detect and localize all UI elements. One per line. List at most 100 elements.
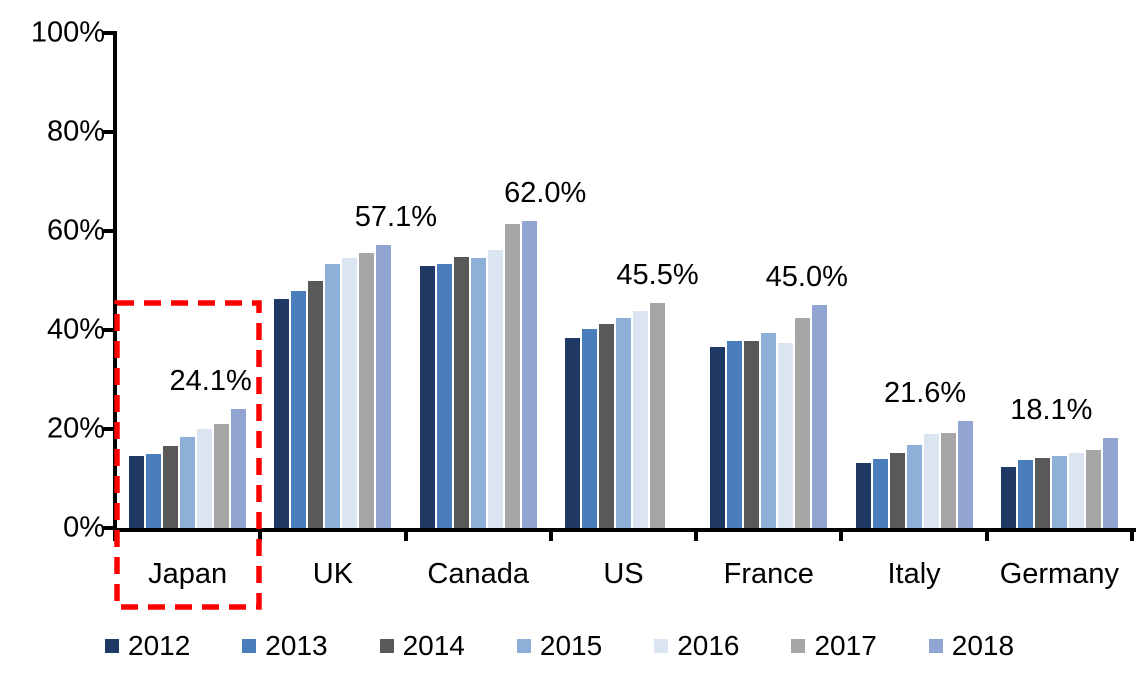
bar-2014-canada xyxy=(453,256,469,528)
y-axis-label: 60% xyxy=(46,214,105,247)
bar-2017-italy xyxy=(940,433,956,528)
bar-2017-germany xyxy=(1085,450,1101,528)
y-axis-label: 80% xyxy=(46,115,105,148)
legend-item-2012: 2012 xyxy=(105,630,190,662)
bar-2018-japan xyxy=(231,408,247,528)
legend-swatch-2012 xyxy=(105,639,119,653)
legend: 2012 2013 2014 2015 2016 2017 2018 xyxy=(105,630,1014,662)
category-label-japan: Japan xyxy=(148,558,228,590)
legend-label: 2012 xyxy=(128,630,191,661)
bar-2018-italy xyxy=(957,421,973,528)
bar-2013-canada xyxy=(436,263,452,528)
bar-2013-japan xyxy=(146,453,162,528)
bar-2017-canada xyxy=(504,223,520,528)
legend-label: 2017 xyxy=(814,630,877,661)
bar-2013-france xyxy=(727,340,743,528)
bar-2013-germany xyxy=(1017,459,1033,528)
category-label-uk: UK xyxy=(312,558,354,590)
bar-2015-france xyxy=(761,332,777,528)
bar-2014-germany xyxy=(1034,457,1050,528)
bar-2015-japan xyxy=(180,437,196,528)
legend-swatch-2016 xyxy=(654,639,669,653)
legend-label: 2016 xyxy=(677,630,740,661)
value-label-france: 45.0% xyxy=(765,261,848,294)
category-label-germany: Germany xyxy=(999,558,1119,590)
legend-swatch-2018 xyxy=(928,639,943,653)
category-label-france: France xyxy=(723,558,814,590)
legend-label: 2014 xyxy=(402,630,465,661)
x-axis-tick xyxy=(113,528,117,541)
legend-item-2016: 2016 xyxy=(654,630,739,662)
legend-swatch-2014 xyxy=(379,639,394,653)
bar-2012-japan xyxy=(129,455,145,528)
bar-2012-uk xyxy=(274,298,290,528)
value-label-germany: 18.1% xyxy=(1010,394,1093,427)
x-axis-tick xyxy=(984,528,989,541)
value-label-canada: 62.0% xyxy=(504,177,587,210)
bar-2013-uk xyxy=(291,291,307,528)
y-axis-tick xyxy=(103,328,115,332)
bar-2012-canada xyxy=(419,265,435,528)
y-axis-label: 0% xyxy=(63,511,105,544)
bar-2012-france xyxy=(710,347,726,528)
bar-2014-us xyxy=(599,324,614,528)
legend-swatch-2017 xyxy=(791,639,806,653)
bar-2016-canada xyxy=(487,249,503,528)
legend-swatch-2013 xyxy=(242,639,257,653)
bar-2016-france xyxy=(778,342,794,528)
bar-2017-japan xyxy=(214,423,230,528)
bar-2016-uk xyxy=(342,258,358,528)
bar-2016-us xyxy=(633,311,648,528)
bar-2015-us xyxy=(616,318,631,528)
bar-2012-us xyxy=(565,338,580,528)
bar-2017-us xyxy=(650,302,665,528)
y-axis-label: 100% xyxy=(30,16,105,49)
bar-2013-us xyxy=(582,329,597,528)
legend-swatch-2015 xyxy=(516,639,531,653)
bar-2018-france xyxy=(812,305,828,528)
bar-2018-germany xyxy=(1102,438,1118,528)
x-axis xyxy=(113,528,1136,532)
bar-2018-canada xyxy=(521,221,537,528)
x-axis-tick xyxy=(839,528,844,541)
x-axis-tick xyxy=(694,528,699,541)
bar-2012-italy xyxy=(855,462,871,528)
legend-item-2013: 2013 xyxy=(242,630,328,662)
x-axis-tick xyxy=(403,528,408,541)
bar-2016-germany xyxy=(1068,453,1084,528)
value-label-japan: 24.1% xyxy=(169,364,252,397)
bar-2012-germany xyxy=(1000,466,1016,528)
category-label-canada: Canada xyxy=(427,558,529,590)
bar-2015-uk xyxy=(325,264,341,528)
legend-item-2014: 2014 xyxy=(379,630,465,662)
bar-2016-italy xyxy=(923,434,939,528)
legend-label: 2013 xyxy=(265,630,328,661)
category-label-us: US xyxy=(603,558,644,590)
legend-item-2017: 2017 xyxy=(791,630,877,662)
y-axis-tick xyxy=(103,130,115,134)
legend-item-2018: 2018 xyxy=(928,630,1015,662)
bar-2014-japan xyxy=(163,445,179,528)
x-axis-tick xyxy=(1130,528,1134,541)
y-axis-tick xyxy=(103,526,115,530)
bar-2015-canada xyxy=(470,258,486,528)
y-axis-label: 20% xyxy=(46,412,105,445)
bar-2013-italy xyxy=(872,459,888,528)
bar-2015-italy xyxy=(906,445,922,528)
legend-label: 2018 xyxy=(951,630,1015,661)
y-axis-tick xyxy=(103,427,115,431)
bar-2015-germany xyxy=(1051,455,1067,528)
value-label-us: 45.5% xyxy=(616,258,699,291)
bar-2016-japan xyxy=(197,429,213,528)
category-label-italy: Italy xyxy=(887,558,941,590)
bar-2017-uk xyxy=(359,252,375,528)
legend-item-2015: 2015 xyxy=(516,630,603,662)
bar-2017-france xyxy=(795,318,811,528)
x-axis-tick xyxy=(258,528,263,541)
bar-2014-uk xyxy=(308,280,324,528)
bar-2018-uk xyxy=(376,245,392,528)
legend-label: 2015 xyxy=(539,630,603,661)
bar-2014-france xyxy=(744,341,760,528)
y-axis xyxy=(113,31,117,532)
